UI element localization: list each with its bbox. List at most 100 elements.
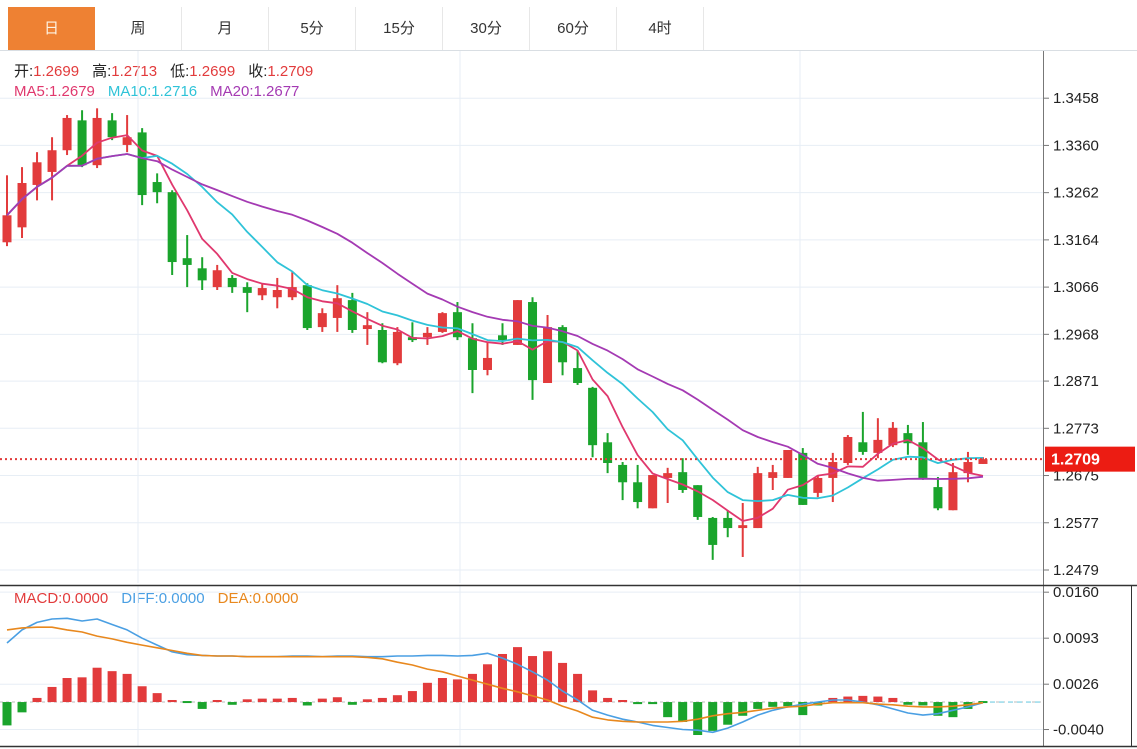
ohlc-item-1: 高:1.2713 (92, 63, 158, 80)
ma-legend: MA5:1.2679 MA10:1.2716 MA20:1.2677 (14, 83, 312, 100)
candle (467, 338, 477, 370)
candle (137, 132, 147, 196)
candle (272, 289, 282, 298)
macd-bar (407, 691, 417, 703)
candle (843, 436, 853, 464)
macd-bar (347, 702, 357, 705)
macd-bar (182, 701, 192, 704)
macd-bar (422, 682, 432, 703)
macd-bar (317, 698, 327, 703)
macd-bar (482, 664, 492, 703)
ma5-line (6, 134, 984, 522)
candle (122, 137, 132, 145)
dea-line (6, 626, 984, 723)
macd-bar (392, 695, 402, 703)
ma-item-2: MA20:1.2677 (210, 83, 300, 100)
candle (678, 472, 688, 490)
macd-bar (678, 702, 688, 722)
tab-timeframe-6[interactable]: 60分 (530, 7, 617, 50)
price-tick-label: 1.2871 (1053, 373, 1099, 390)
candle (813, 477, 823, 493)
macd-bar (858, 695, 868, 703)
tab-timeframe-4[interactable]: 15分 (356, 7, 443, 50)
tab-timeframe-3[interactable]: 5分 (269, 7, 356, 50)
macd-bar (543, 651, 553, 703)
macd-bar (272, 698, 282, 703)
tab-timeframe-5[interactable]: 30分 (443, 7, 530, 50)
macd-bar (47, 686, 57, 703)
macd-tick-label: 0.0026 (1053, 676, 1099, 693)
macd-bar (2, 702, 12, 726)
price-tick-label: 1.3262 (1053, 185, 1099, 202)
candle (392, 331, 402, 364)
candle (317, 313, 327, 328)
price-tick-label: 1.3066 (1053, 279, 1099, 296)
macd-bar (528, 656, 538, 703)
candle (227, 277, 237, 288)
candle (888, 427, 898, 446)
macd-item-0: MACD:0.0000 (14, 590, 109, 607)
macd-bar (888, 697, 898, 703)
price-tick-label: 1.2577 (1053, 515, 1099, 532)
macd-bar (362, 699, 372, 703)
candle (873, 439, 883, 453)
candle (302, 285, 312, 329)
candle (543, 327, 553, 384)
price-tick-label: 1.3458 (1053, 90, 1099, 107)
macd-bar (92, 667, 102, 703)
candle (828, 462, 838, 478)
ohlc-legend: 开:1.2699 高:1.2713 低:1.2699 收:1.2709 (14, 60, 326, 81)
candle (32, 162, 42, 185)
candle (242, 287, 252, 293)
macd-bar (32, 697, 42, 703)
candle (437, 313, 447, 332)
tab-timeframe-2[interactable]: 月 (182, 7, 269, 50)
candle (903, 433, 913, 444)
tab-timeframe-1[interactable]: 周 (95, 7, 182, 50)
candle (858, 442, 868, 452)
tab-timeframe-0[interactable]: 日 (8, 7, 95, 50)
candle (377, 329, 387, 363)
tab-timeframe-7[interactable]: 4时 (617, 7, 704, 50)
macd-bar (167, 699, 177, 703)
macd-bar (242, 699, 252, 703)
candle (738, 525, 748, 529)
candle (558, 327, 568, 363)
candle (768, 472, 778, 478)
macd-bar (497, 653, 507, 703)
macd-bar (302, 702, 312, 706)
price-tick-label: 1.3360 (1053, 137, 1099, 154)
diff-line (6, 617, 984, 734)
candle (723, 517, 733, 529)
candle (482, 357, 492, 370)
candle (618, 464, 628, 483)
macd-bar (633, 702, 643, 705)
macd-bar (753, 702, 763, 709)
macd-bar (798, 702, 808, 716)
candle (62, 117, 72, 151)
macd-bar (227, 702, 237, 705)
macd-bar (738, 702, 748, 716)
candle (152, 182, 162, 193)
price-tick-label: 1.2968 (1053, 326, 1099, 343)
candle (182, 258, 192, 265)
candle (167, 192, 177, 263)
macd-bar (918, 702, 928, 706)
candle (422, 332, 432, 338)
macd-bar (332, 697, 342, 703)
candle (287, 287, 297, 298)
ohlc-item-3: 收:1.2709 (248, 63, 314, 80)
timeframe-tabs: 日周月 5分 15分 30分 60分 4时 (0, 0, 1137, 51)
macd-bar (377, 697, 387, 703)
ma-item-1: MA10:1.2716 (107, 83, 198, 100)
candle (663, 473, 673, 478)
candle (948, 472, 958, 511)
candle (2, 215, 12, 243)
macd-bar (513, 647, 523, 703)
candle (47, 150, 57, 172)
macd-bar (287, 697, 297, 703)
candle (573, 368, 583, 384)
macd-tick-label: -0.0040 (1053, 722, 1104, 739)
